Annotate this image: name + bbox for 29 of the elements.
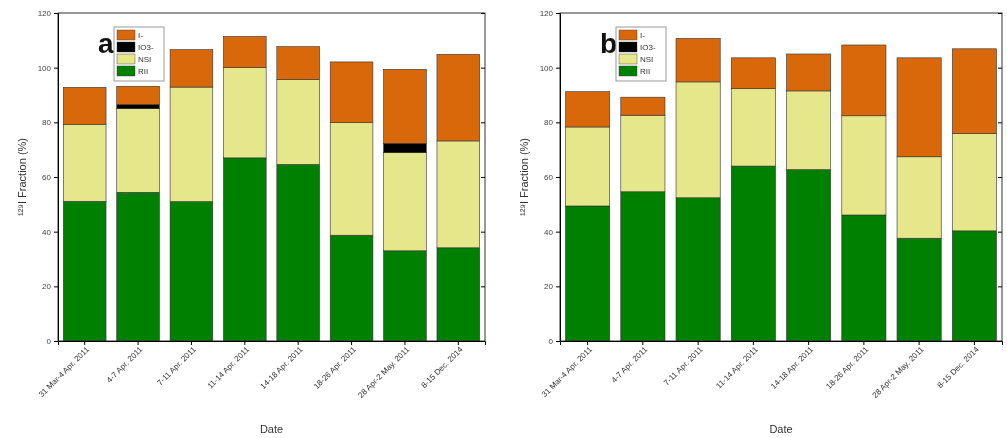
legend-label: RII bbox=[640, 67, 651, 76]
legend-label: I- bbox=[640, 31, 646, 40]
y-axis-title: ¹²⁹I Fraction (%) bbox=[16, 137, 28, 217]
legend-label: RII bbox=[138, 67, 149, 76]
y-tick-label: 120 bbox=[37, 9, 52, 19]
y-axis-title: ¹²⁹I Fraction (%) bbox=[518, 137, 530, 217]
x-axis-title: Date bbox=[769, 423, 793, 435]
y-tick-label: 120 bbox=[539, 9, 554, 19]
y-tick-label: 0 bbox=[548, 337, 554, 347]
y-tick-label: 40 bbox=[544, 227, 554, 237]
annotation: a bbox=[98, 28, 114, 59]
y-tick-label: 0 bbox=[46, 337, 52, 347]
y-tick-label: 60 bbox=[42, 173, 52, 183]
legend-label: IO3- bbox=[640, 43, 656, 52]
bar bbox=[116, 85, 160, 105]
y-tick-label: 40 bbox=[42, 227, 52, 237]
legend-label: NSI bbox=[640, 55, 654, 64]
y-tick-label: 20 bbox=[42, 282, 52, 292]
y-tick-label: 80 bbox=[544, 118, 554, 128]
y-tick-label: 20 bbox=[544, 282, 554, 292]
y-tick-label: 100 bbox=[37, 63, 52, 73]
legend-label: NSI bbox=[138, 55, 152, 64]
y-tick-label: 60 bbox=[544, 173, 554, 183]
y-tick-label: 100 bbox=[539, 63, 554, 73]
x-axis-title: Date bbox=[259, 423, 284, 435]
y-tick-label: 80 bbox=[42, 118, 52, 128]
annotation: b bbox=[600, 28, 618, 59]
legend-label: I- bbox=[138, 31, 144, 40]
legend-label: IO3- bbox=[138, 43, 154, 52]
